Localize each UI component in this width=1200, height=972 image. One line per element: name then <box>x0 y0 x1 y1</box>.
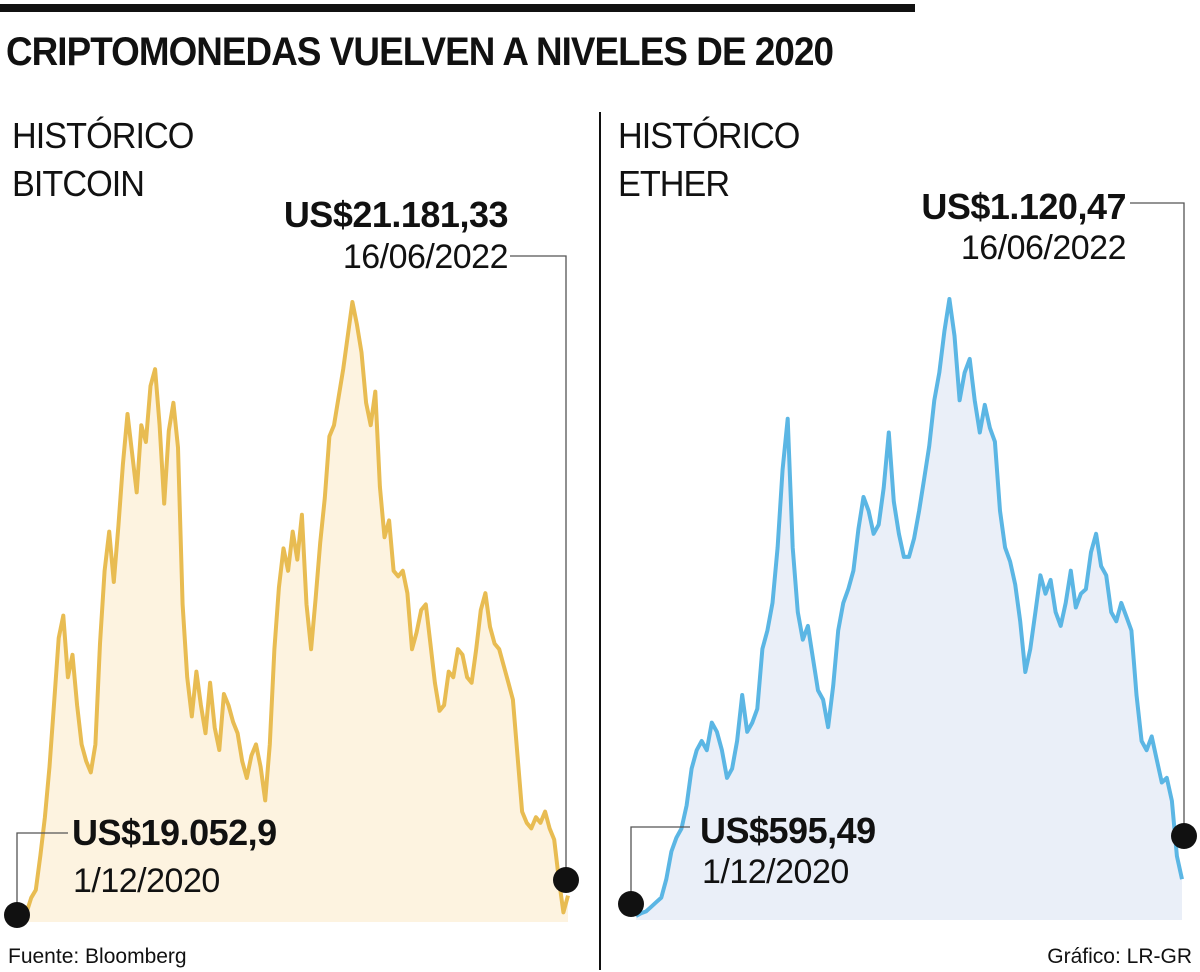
bitcoin-title-line-1: HISTÓRICO <box>12 115 194 156</box>
ether-start-marker <box>618 891 644 917</box>
bitcoin-line <box>20 300 570 920</box>
source-note: Fuente: Bloomberg <box>8 945 187 968</box>
ether-line <box>635 297 1184 918</box>
bitcoin-chart <box>4 255 579 928</box>
bitcoin-panel-title: HISTÓRICO BITCOIN <box>12 112 194 208</box>
bitcoin-end-leader <box>510 255 567 880</box>
ether-title-line-2: ETHER <box>618 163 730 204</box>
bitcoin-end-date: 16/06/2022 <box>342 238 509 276</box>
page-title: CRIPTOMONEDAS VUELVEN A NIVELES DE 2020 <box>6 30 834 74</box>
bitcoin-start-value: US$19.052,9 <box>72 812 277 853</box>
panel-divider <box>599 112 601 970</box>
credit-note: Gráfico: LR-GR <box>1047 945 1192 968</box>
ether-chart <box>618 202 1197 920</box>
ether-start-leader <box>630 826 690 904</box>
top-rule <box>0 4 915 12</box>
ether-end-value: US$1.120,47 <box>921 186 1126 227</box>
ether-area <box>636 299 1182 920</box>
ether-end-date: 16/06/2022 <box>960 229 1127 267</box>
ether-end-leader <box>1130 202 1185 836</box>
bitcoin-area <box>22 302 568 922</box>
bitcoin-start-marker <box>4 902 30 928</box>
bitcoin-end-marker <box>553 867 579 893</box>
ether-start-value: US$595,49 <box>700 810 876 851</box>
bitcoin-start-leader <box>16 832 68 915</box>
bitcoin-start-date: 1/12/2020 <box>73 862 220 900</box>
ether-panel-title: HISTÓRICO ETHER <box>618 112 800 208</box>
bitcoin-end-value: US$21.181,33 <box>283 194 509 235</box>
ether-title-line-1: HISTÓRICO <box>618 115 800 156</box>
bitcoin-title-line-2: BITCOIN <box>12 163 145 204</box>
ether-end-marker <box>1171 823 1197 849</box>
ether-start-date: 1/12/2020 <box>702 853 849 891</box>
